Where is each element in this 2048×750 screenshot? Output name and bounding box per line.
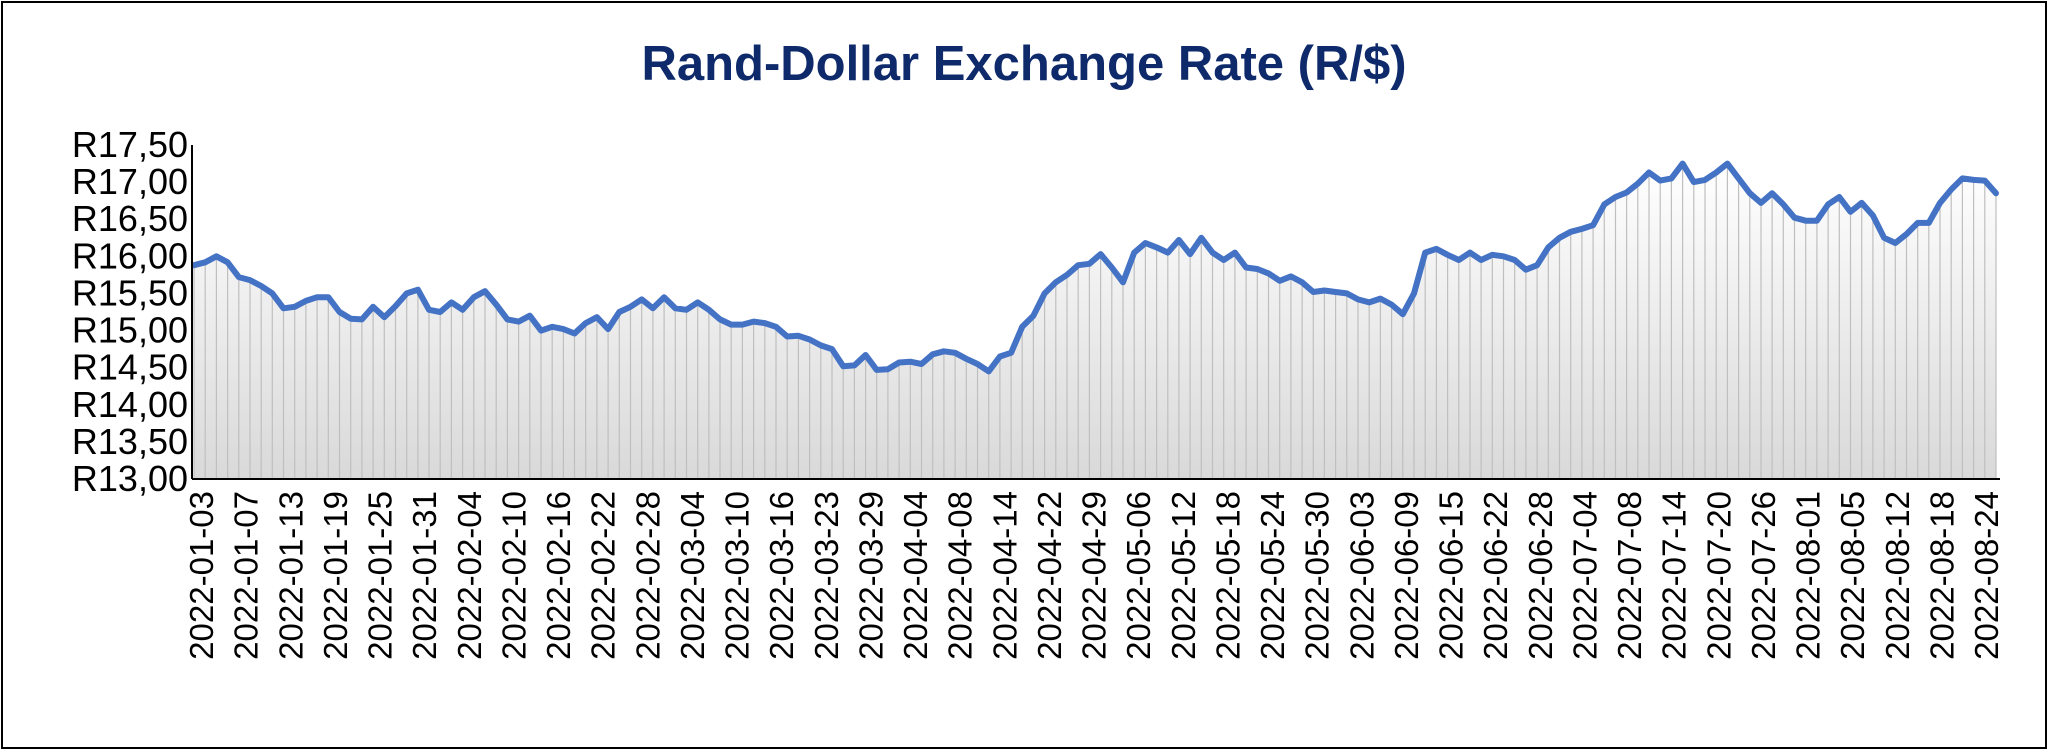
x-tick-label: 2022-07-08 xyxy=(1611,491,1648,660)
x-tick-label: 2022-05-06 xyxy=(1120,491,1157,660)
y-tick-label: R17,00 xyxy=(72,161,188,202)
x-tick-label: 2022-08-05 xyxy=(1834,491,1871,660)
x-tick-label: 2022-02-04 xyxy=(451,491,488,660)
x-tick-label: 2022-04-29 xyxy=(1076,491,1113,660)
x-tick-label: 2022-05-24 xyxy=(1254,491,1291,660)
x-tick-label: 2022-06-15 xyxy=(1433,491,1470,660)
x-tick-label: 2022-06-09 xyxy=(1388,491,1425,660)
x-tick-label: 2022-07-04 xyxy=(1566,491,1603,660)
y-tick-label: R16,50 xyxy=(72,198,188,239)
x-tick-label: 2022-01-07 xyxy=(228,491,265,660)
y-tick-label: R13,00 xyxy=(72,458,188,499)
x-tick-label: 2022-08-01 xyxy=(1790,491,1827,660)
x-tick-label: 2022-04-14 xyxy=(986,491,1023,660)
x-tick-label: 2022-06-28 xyxy=(1522,491,1559,660)
y-tick-label: R14,00 xyxy=(72,384,188,425)
x-tick-label: 2022-03-04 xyxy=(674,491,711,660)
x-tick-label: 2022-07-14 xyxy=(1656,491,1693,660)
x-tick-label: 2022-01-19 xyxy=(317,491,354,660)
x-tick-label: 2022-08-18 xyxy=(1923,491,1960,660)
y-tick-label: R17,50 xyxy=(72,124,188,165)
x-tick-label: 2022-02-16 xyxy=(540,491,577,660)
x-tick-label: 2022-06-03 xyxy=(1343,491,1380,660)
x-tick-label: 2022-01-25 xyxy=(362,491,399,660)
x-tick-label: 2022-01-03 xyxy=(183,491,220,660)
x-tick-label: 2022-02-22 xyxy=(585,491,622,660)
drop-lines-layer xyxy=(193,163,1997,479)
y-tick-label: R15,00 xyxy=(72,310,188,351)
x-tick-label: 2022-04-22 xyxy=(1031,491,1068,660)
series-line xyxy=(191,160,1999,375)
x-tick-label: 2022-05-18 xyxy=(1209,491,1246,660)
x-tick-label: 2022-03-10 xyxy=(719,491,756,660)
y-tick-label: R15,50 xyxy=(72,272,188,313)
x-tick-label: 2022-03-16 xyxy=(763,491,800,660)
x-tick-label: 2022-03-23 xyxy=(808,491,845,660)
x-tick-label: 2022-07-26 xyxy=(1745,491,1782,660)
x-tick-label: 2022-04-08 xyxy=(942,491,979,660)
x-tick-label: 2022-01-31 xyxy=(406,491,443,660)
x-tick-label: 2022-01-13 xyxy=(272,491,309,660)
y-tick-label: R14,50 xyxy=(72,347,188,388)
x-tick-label: 2022-04-04 xyxy=(897,491,934,660)
x-tick-label: 2022-05-12 xyxy=(1165,491,1202,660)
x-tick-label: 2022-02-28 xyxy=(629,491,666,660)
chart-title: Rand-Dollar Exchange Rate (R/$) xyxy=(641,37,1406,91)
x-tick-label: 2022-08-12 xyxy=(1879,491,1916,660)
x-tick-labels: 2022-01-03 2022-01-07 2022-01-13 2022-01-19… xyxy=(183,491,2005,660)
x-tick-label: 2022-03-29 xyxy=(852,491,889,660)
y-tick-label: R13,50 xyxy=(72,421,188,462)
x-tick-label: 2022-07-20 xyxy=(1700,491,1737,660)
y-tick-label: R16,00 xyxy=(72,235,188,276)
x-tick-label: 2022-02-10 xyxy=(495,491,532,660)
area-fill xyxy=(194,163,1996,479)
area-fill-layer xyxy=(194,163,1996,479)
y-tick-labels: R13,00R13,50R14,00R14,50R15,00R15,50R16,… xyxy=(72,124,188,499)
x-tick-label: 2022-08-24 xyxy=(1968,491,2005,660)
x-tick-label: 2022-06-22 xyxy=(1477,491,1514,660)
x-tick-label: 2022-05-30 xyxy=(1299,491,1336,660)
